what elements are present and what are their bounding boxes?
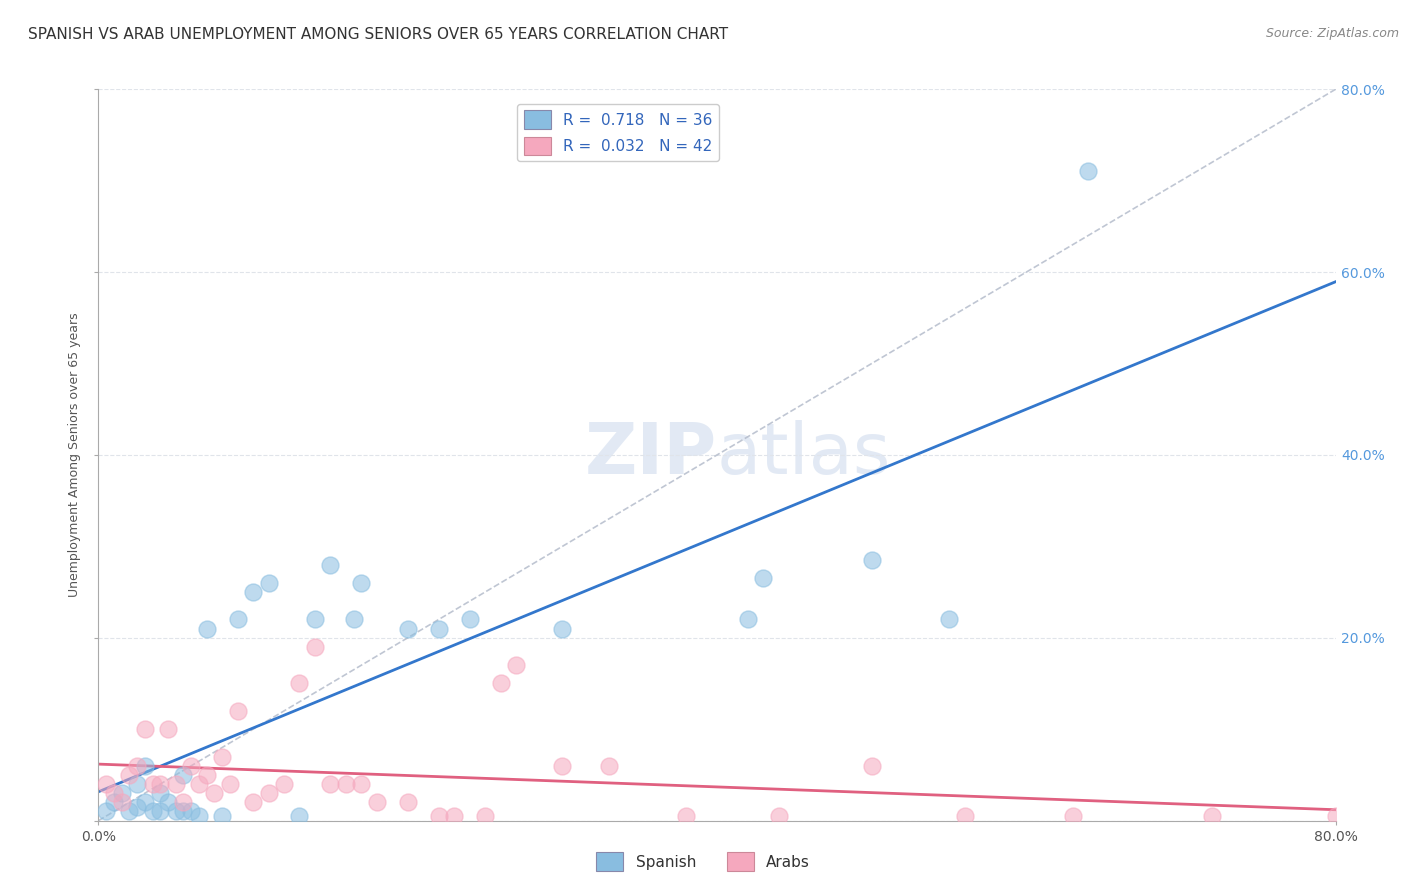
Point: [226, 704, 249, 718]
Point: [127, 758, 149, 772]
Point: [443, 809, 465, 823]
Point: [257, 786, 280, 800]
Point: [211, 809, 233, 823]
Point: [319, 558, 342, 572]
Point: [96, 777, 118, 791]
Point: [111, 796, 134, 810]
Point: [304, 640, 326, 654]
Point: [350, 777, 373, 791]
Point: [1077, 164, 1099, 178]
Point: [195, 622, 218, 636]
Text: Source: ZipAtlas.com: Source: ZipAtlas.com: [1265, 27, 1399, 40]
Point: [489, 676, 512, 690]
Point: [737, 613, 759, 627]
Point: [165, 777, 187, 791]
Point: [860, 758, 883, 772]
Point: [118, 805, 141, 819]
Point: [288, 809, 311, 823]
Point: [938, 613, 960, 627]
Point: [598, 758, 620, 772]
Point: [149, 805, 172, 819]
Point: [195, 768, 218, 782]
Point: [288, 676, 311, 690]
Text: atlas: atlas: [717, 420, 891, 490]
Point: [226, 613, 249, 627]
Point: [127, 777, 149, 791]
Point: [103, 796, 125, 810]
Point: [304, 613, 326, 627]
Point: [134, 758, 156, 772]
Point: [173, 796, 195, 810]
Point: [458, 613, 481, 627]
Point: [165, 805, 187, 819]
Point: [142, 777, 165, 791]
Point: [111, 786, 134, 800]
Point: [142, 805, 165, 819]
Point: [134, 796, 156, 810]
Point: [1324, 809, 1347, 823]
Point: [149, 777, 172, 791]
Point: [127, 800, 149, 814]
Y-axis label: Unemployment Among Seniors over 65 years: Unemployment Among Seniors over 65 years: [67, 312, 82, 598]
Point: [257, 576, 280, 591]
Point: [157, 796, 180, 810]
Point: [242, 585, 264, 599]
Point: [860, 553, 883, 567]
Point: [366, 796, 388, 810]
Legend: Spanish, Arabs: Spanish, Arabs: [589, 847, 817, 877]
Point: [505, 658, 527, 673]
Point: [551, 622, 574, 636]
Point: [551, 758, 574, 772]
Point: [427, 809, 450, 823]
Point: [219, 777, 242, 791]
Point: [134, 723, 156, 737]
Point: [474, 809, 496, 823]
Point: [427, 622, 450, 636]
Point: [118, 768, 141, 782]
Point: [188, 809, 211, 823]
Point: [953, 809, 976, 823]
Point: [396, 622, 419, 636]
Point: [103, 786, 125, 800]
Point: [188, 777, 211, 791]
Point: [273, 777, 295, 791]
Point: [180, 805, 202, 819]
Point: [204, 786, 226, 800]
Point: [350, 576, 373, 591]
Point: [768, 809, 790, 823]
Point: [1062, 809, 1084, 823]
Text: ZIP: ZIP: [585, 420, 717, 490]
Text: SPANISH VS ARAB UNEMPLOYMENT AMONG SENIORS OVER 65 YEARS CORRELATION CHART: SPANISH VS ARAB UNEMPLOYMENT AMONG SENIO…: [28, 27, 728, 42]
Point: [173, 805, 195, 819]
Point: [319, 777, 342, 791]
Point: [149, 786, 172, 800]
Point: [335, 777, 357, 791]
Point: [211, 749, 233, 764]
Point: [752, 571, 775, 585]
Point: [173, 768, 195, 782]
Point: [675, 809, 697, 823]
Point: [396, 796, 419, 810]
Point: [157, 723, 180, 737]
Point: [343, 613, 366, 627]
Point: [1201, 809, 1223, 823]
Point: [242, 796, 264, 810]
Point: [96, 805, 118, 819]
Point: [180, 758, 202, 772]
Legend: R =  0.718   N = 36, R =  0.032   N = 42: R = 0.718 N = 36, R = 0.032 N = 42: [517, 104, 718, 161]
